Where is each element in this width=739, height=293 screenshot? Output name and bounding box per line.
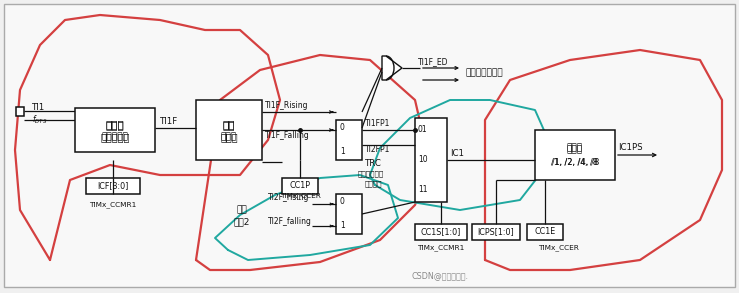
Text: 0: 0 [340,124,345,132]
Text: TI2FP1: TI2FP1 [365,146,390,154]
FancyBboxPatch shape [472,224,520,240]
Text: $f_{DTS}$: $f_{DTS}$ [32,114,47,126]
Text: TIMx_CCER: TIMx_CCER [537,245,579,251]
FancyBboxPatch shape [4,4,735,287]
Text: 检测器: 检测器 [221,132,237,142]
Text: TI1F: TI1F [160,117,178,127]
Text: TIMx_CCMR1: TIMx_CCMR1 [418,245,465,251]
Text: 至从模式控制器: 至从模式控制器 [466,69,503,78]
Text: 分频器: 分频器 [567,144,583,152]
FancyBboxPatch shape [415,118,447,202]
Text: TIMx_CCMR1: TIMx_CCMR1 [89,202,137,208]
Text: TRC: TRC [365,159,382,168]
Text: 通道2: 通道2 [234,217,251,226]
Text: TI1F_ED: TI1F_ED [418,57,449,67]
Text: 检测器: 检测器 [220,132,238,142]
Text: 0: 0 [340,197,345,207]
Text: 向下计数器: 向下计数器 [101,132,129,142]
FancyBboxPatch shape [535,130,615,180]
Text: 11: 11 [418,185,427,195]
Text: 边沿: 边沿 [222,119,235,129]
Text: 滤波器: 滤波器 [106,119,124,129]
Text: /1, /2, /4, /8: /1, /2, /4, /8 [552,158,598,166]
FancyBboxPatch shape [336,194,362,234]
Text: ICPS[1:0]: ICPS[1:0] [477,227,514,236]
Text: IC1PS: IC1PS [618,144,643,152]
Text: TI1: TI1 [32,103,45,112]
Text: CC1E: CC1E [534,227,556,236]
Text: TIMx_CCER: TIMx_CCER [279,193,321,199]
Text: TI2F_falling: TI2F_falling [268,217,312,226]
Text: 10: 10 [418,156,428,164]
FancyBboxPatch shape [336,120,362,160]
Text: ICF[3:0]: ICF[3:0] [98,181,129,190]
FancyBboxPatch shape [16,107,24,116]
Text: 来自: 来自 [236,205,248,214]
Text: 1: 1 [340,222,345,231]
Text: /1, /2, /4, /8: /1, /2, /4, /8 [551,158,599,166]
Text: 1: 1 [340,147,345,156]
FancyBboxPatch shape [282,178,318,194]
Text: TI1F_Rising: TI1F_Rising [265,100,308,110]
Text: CC1S[1:0]: CC1S[1:0] [420,227,461,236]
FancyBboxPatch shape [415,224,467,240]
Text: CC1P: CC1P [290,181,310,190]
Text: 分频器: 分频器 [567,146,583,154]
Text: 滤波器: 滤波器 [106,120,124,130]
Text: 向下计数器: 向下计数器 [101,132,129,142]
Text: TI2F_rising: TI2F_rising [268,193,310,202]
Polygon shape [382,56,402,80]
FancyBboxPatch shape [527,224,563,240]
FancyBboxPatch shape [75,108,155,152]
Text: IC1: IC1 [450,149,464,159]
Text: 01: 01 [418,125,428,134]
Text: TI1FP1: TI1FP1 [365,120,390,129]
Text: TI1F_Falling: TI1F_Falling [265,130,310,139]
Text: CSDN@代码破不了.: CSDN@代码破不了. [412,272,469,280]
Text: （来自从模式: （来自从模式 [358,171,384,177]
FancyBboxPatch shape [196,100,262,160]
Text: 边沿: 边沿 [222,120,235,130]
Text: 控制器）: 控制器） [365,181,383,187]
FancyBboxPatch shape [86,178,140,194]
